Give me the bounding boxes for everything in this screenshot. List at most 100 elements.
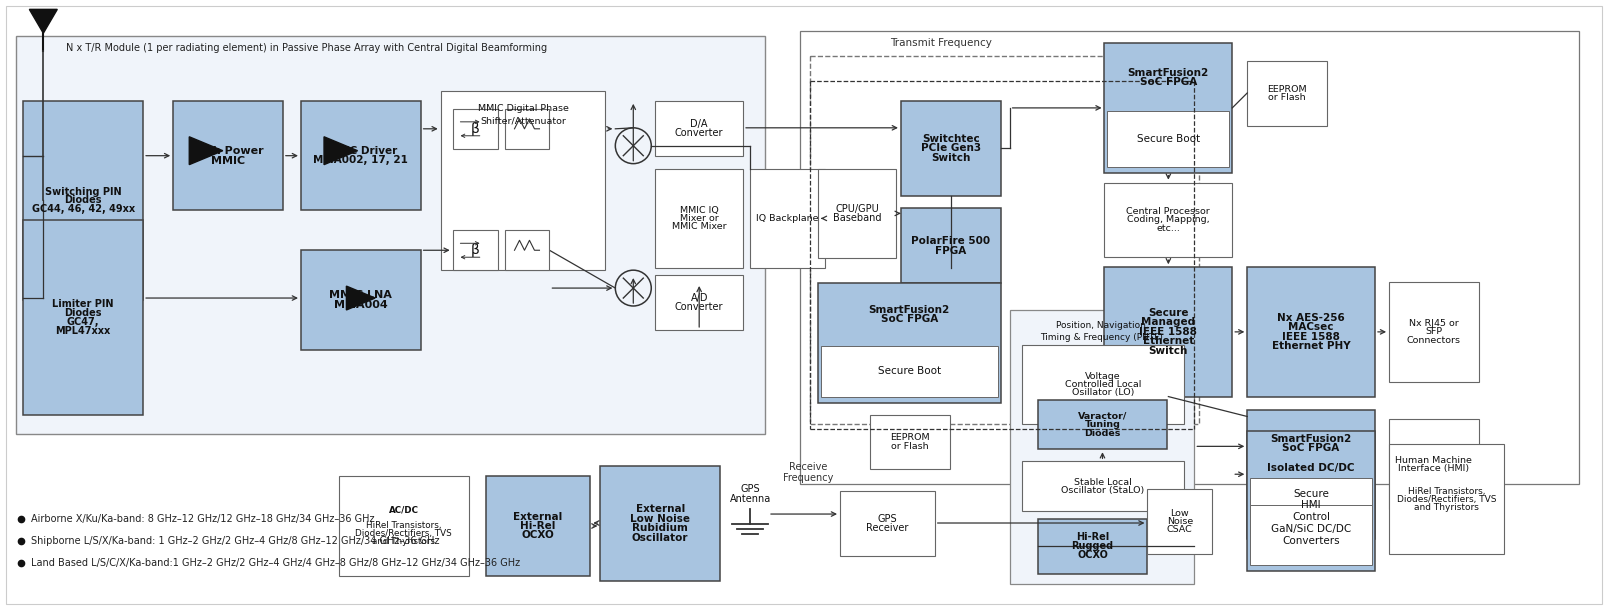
FancyBboxPatch shape <box>870 414 949 469</box>
Text: Nx RJ45 or: Nx RJ45 or <box>1409 319 1459 328</box>
FancyBboxPatch shape <box>1009 310 1194 584</box>
FancyBboxPatch shape <box>1247 61 1327 126</box>
Text: OCXO: OCXO <box>521 530 555 541</box>
Text: PolarFire 500: PolarFire 500 <box>911 236 990 246</box>
Text: FPGA: FPGA <box>935 246 967 255</box>
Text: β: β <box>471 243 479 257</box>
Text: Secure: Secure <box>1149 308 1189 318</box>
Text: MPL47xxx: MPL47xxx <box>56 326 111 336</box>
Text: AC/DC: AC/DC <box>389 506 418 515</box>
Text: Baseband: Baseband <box>833 213 882 222</box>
Text: Shifter/Attenuator: Shifter/Attenuator <box>479 116 566 125</box>
Text: MMIC LNA: MMIC LNA <box>330 290 393 300</box>
FancyBboxPatch shape <box>1247 267 1376 397</box>
Text: Frequency: Frequency <box>784 473 833 483</box>
FancyBboxPatch shape <box>817 283 1001 403</box>
FancyBboxPatch shape <box>840 491 935 556</box>
FancyBboxPatch shape <box>452 109 497 148</box>
FancyBboxPatch shape <box>486 476 591 576</box>
FancyBboxPatch shape <box>301 251 420 350</box>
FancyBboxPatch shape <box>655 101 743 156</box>
Text: Converter: Converter <box>674 128 724 137</box>
Text: SFP: SFP <box>1426 327 1443 337</box>
FancyBboxPatch shape <box>1038 519 1147 574</box>
Text: Coding, Mapping,: Coding, Mapping, <box>1126 216 1210 224</box>
Text: HiRel Transistors,: HiRel Transistors, <box>1408 486 1485 496</box>
FancyBboxPatch shape <box>1250 478 1372 533</box>
Text: GPS: GPS <box>877 514 898 524</box>
FancyBboxPatch shape <box>24 101 143 300</box>
FancyBboxPatch shape <box>1038 400 1168 449</box>
FancyBboxPatch shape <box>655 169 743 268</box>
Polygon shape <box>190 137 222 164</box>
Text: Stable Local: Stable Local <box>1075 478 1131 486</box>
Text: Rubidium: Rubidium <box>632 523 689 533</box>
Text: Transmit Frequency: Transmit Frequency <box>890 38 991 48</box>
Text: OCXO: OCXO <box>1076 551 1109 560</box>
Text: Timing & Frequency (PNTF): Timing & Frequency (PNTF) <box>1041 334 1163 342</box>
Text: MMIC Mixer: MMIC Mixer <box>673 222 727 231</box>
Text: Position, Navigation,: Position, Navigation, <box>1056 321 1149 331</box>
FancyBboxPatch shape <box>817 169 896 258</box>
FancyBboxPatch shape <box>1104 183 1232 257</box>
Text: Interface (HMI): Interface (HMI) <box>1398 464 1469 473</box>
Text: GC47,: GC47, <box>68 317 100 327</box>
Text: IEEE 1588: IEEE 1588 <box>1282 332 1340 342</box>
Polygon shape <box>323 137 357 164</box>
Text: D/A: D/A <box>690 119 708 129</box>
Text: SoC FPGA: SoC FPGA <box>880 314 938 324</box>
Text: MMIC IQ: MMIC IQ <box>681 206 719 214</box>
FancyBboxPatch shape <box>1104 43 1232 172</box>
Text: IQ Backplane: IQ Backplane <box>756 214 819 223</box>
Text: or Flash: or Flash <box>1268 93 1307 102</box>
Text: A/D: A/D <box>690 293 708 303</box>
Text: IEEE 1588: IEEE 1588 <box>1139 327 1197 337</box>
FancyBboxPatch shape <box>1389 282 1479 382</box>
FancyBboxPatch shape <box>800 31 1578 484</box>
FancyBboxPatch shape <box>16 36 764 434</box>
FancyBboxPatch shape <box>505 109 549 148</box>
FancyBboxPatch shape <box>600 466 721 580</box>
Text: and Thyristors: and Thyristors <box>1414 503 1479 511</box>
Text: Diodes: Diodes <box>64 308 101 318</box>
Text: MACsec: MACsec <box>1289 322 1334 332</box>
Text: Secure
HMI
Control: Secure HMI Control <box>1292 489 1331 522</box>
Text: etc...: etc... <box>1157 224 1181 233</box>
Text: External: External <box>636 504 685 514</box>
FancyBboxPatch shape <box>901 208 1001 283</box>
FancyBboxPatch shape <box>1250 505 1372 565</box>
Text: High Power: High Power <box>191 145 264 156</box>
Text: β: β <box>471 122 479 136</box>
FancyBboxPatch shape <box>1022 461 1184 511</box>
FancyBboxPatch shape <box>452 230 497 270</box>
Text: Oscillator (StaLO): Oscillator (StaLO) <box>1062 486 1144 495</box>
Text: GC44, 46, 42, 49xx: GC44, 46, 42, 49xx <box>32 205 135 214</box>
FancyBboxPatch shape <box>1389 444 1504 554</box>
Text: EEPROM: EEPROM <box>890 433 930 442</box>
Text: Noise: Noise <box>1167 517 1192 526</box>
Text: Rugged: Rugged <box>1072 541 1113 551</box>
Text: Converter: Converter <box>674 302 724 312</box>
Text: Varactor/: Varactor/ <box>1078 411 1128 420</box>
Text: SoC FPGA: SoC FPGA <box>1139 77 1197 87</box>
FancyBboxPatch shape <box>301 101 420 210</box>
Text: Diodes/Rectifiers, TVS: Diodes/Rectifiers, TVS <box>1397 495 1496 503</box>
Text: PCIe Gen3: PCIe Gen3 <box>920 143 981 153</box>
FancyBboxPatch shape <box>6 6 1601 604</box>
FancyBboxPatch shape <box>821 346 998 397</box>
Text: Nx AES-256: Nx AES-256 <box>1278 313 1345 323</box>
Text: Diodes: Diodes <box>1084 429 1121 437</box>
Text: Receiver: Receiver <box>866 523 909 533</box>
Text: Secure Boot: Secure Boot <box>879 366 941 376</box>
Text: CPU/GPU: CPU/GPU <box>835 204 879 214</box>
Text: Limiter PIN: Limiter PIN <box>53 299 114 309</box>
Text: Airborne X/Ku/Ka-band: 8 GHz–12 GHz/12 GHz–18 GHz/34 GHz–36 GHz: Airborne X/Ku/Ka-band: 8 GHz–12 GHz/12 G… <box>31 514 375 524</box>
Text: MMA004: MMA004 <box>335 300 388 310</box>
Text: MMIC: MMIC <box>211 156 245 166</box>
Text: Diodes/Rectifiers, TVS: Diodes/Rectifiers, TVS <box>356 529 452 538</box>
FancyBboxPatch shape <box>339 476 468 576</box>
FancyBboxPatch shape <box>441 91 605 270</box>
FancyBboxPatch shape <box>1104 267 1232 397</box>
Polygon shape <box>29 9 58 33</box>
Text: Central Processor: Central Processor <box>1126 207 1210 216</box>
